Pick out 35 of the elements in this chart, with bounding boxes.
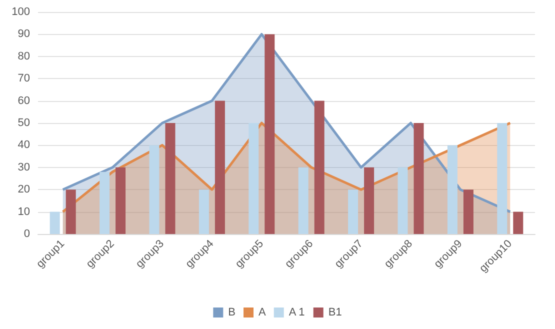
y-tick-label: 70: [18, 72, 30, 85]
bar: [214, 100, 225, 234]
y-tick-label: 50: [18, 117, 30, 129]
bar: [264, 34, 275, 234]
bar: [116, 167, 126, 234]
y-tick-label: 100: [12, 6, 30, 18]
y-tick-label: 80: [18, 50, 30, 62]
legend-label: A: [258, 306, 267, 318]
y-tick-label: 10: [18, 206, 30, 218]
bar: [364, 167, 374, 234]
bar: [447, 145, 458, 234]
bar: [50, 212, 60, 234]
y-tick-label: 30: [18, 161, 30, 174]
y-tick-label: 60: [18, 94, 30, 107]
bar: [398, 167, 408, 234]
bar: [248, 123, 259, 234]
bar: [198, 190, 209, 234]
y-tick-label: 90: [18, 28, 30, 40]
legend-label: A 1: [288, 306, 305, 318]
y-tick-label: 0: [24, 228, 30, 240]
bar: [149, 145, 160, 234]
legend-label: B: [228, 306, 236, 318]
bar: [513, 212, 524, 234]
bar: [463, 190, 474, 234]
y-tick-label: 40: [18, 139, 30, 152]
bar: [314, 100, 324, 234]
bar: [66, 190, 76, 234]
bar: [100, 172, 110, 234]
bar: [497, 123, 508, 234]
bar: [298, 167, 308, 234]
legend-label: B1: [328, 306, 342, 318]
bar: [414, 123, 424, 234]
bar: [348, 190, 358, 234]
y-tick-label: 20: [18, 184, 30, 196]
bar: [165, 123, 176, 234]
